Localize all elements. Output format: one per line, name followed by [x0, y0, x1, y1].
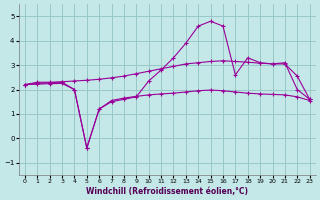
X-axis label: Windchill (Refroidissement éolien,°C): Windchill (Refroidissement éolien,°C): [86, 187, 248, 196]
